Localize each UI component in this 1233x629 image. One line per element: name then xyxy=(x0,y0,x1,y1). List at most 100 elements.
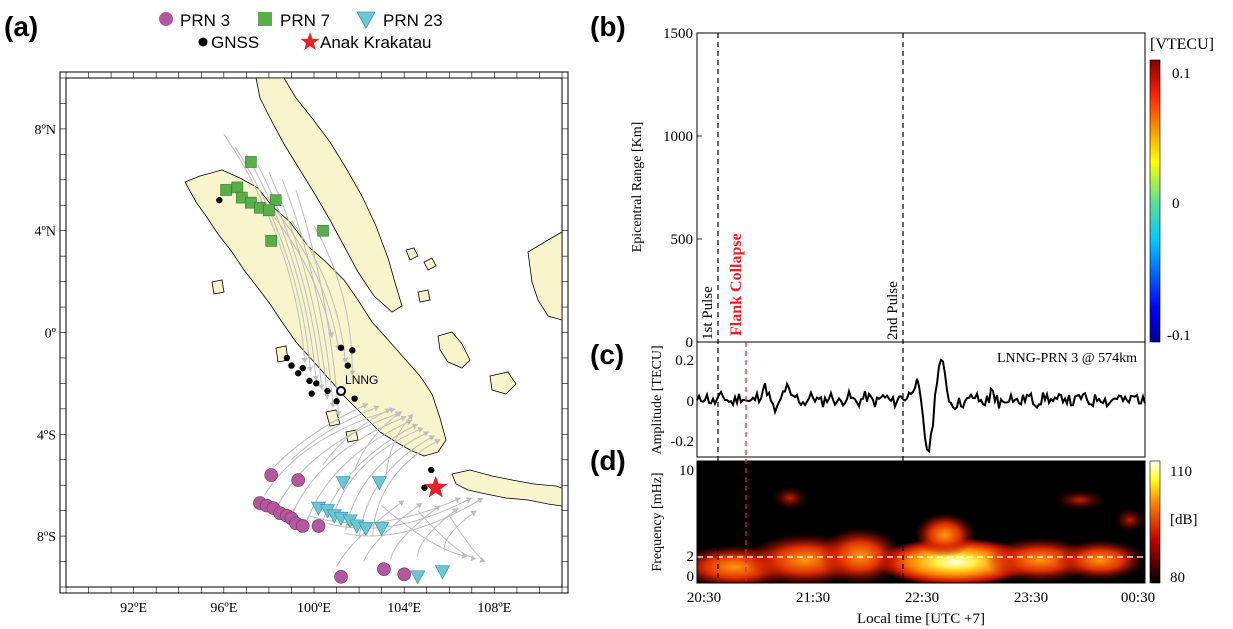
panel-d-x-tick: 22:30 xyxy=(905,590,939,606)
satellite-tracks xyxy=(223,133,486,567)
satellite-track xyxy=(291,220,347,364)
prn3-marker xyxy=(295,519,310,533)
track-arrow xyxy=(395,411,402,417)
prn3-marker xyxy=(377,562,391,576)
track-arrow xyxy=(428,435,435,441)
satellite-track xyxy=(257,164,323,390)
spectrogram-blob xyxy=(1054,490,1106,510)
panel-d-colorbar-tick: 110 xyxy=(1170,464,1192,480)
panel-label-d: (d) xyxy=(590,445,626,476)
track-arrow xyxy=(373,405,380,412)
panel-d-colorbar-frame xyxy=(1149,460,1161,584)
track-arrow xyxy=(470,510,477,517)
track-arrow xyxy=(411,423,418,430)
land-masses xyxy=(184,78,562,507)
gnss-stations xyxy=(216,196,435,491)
legend-label-prn23: PRN 23 xyxy=(383,11,443,30)
gnss-station xyxy=(295,370,302,377)
satellite-track xyxy=(381,505,468,557)
gnss-station xyxy=(333,398,340,405)
legend-label-prn7: PRN 7 xyxy=(280,11,330,30)
legend-label-volcano: Anak Krakatau xyxy=(320,33,432,52)
spectrogram-blob xyxy=(772,486,808,510)
satellite-track xyxy=(295,189,340,417)
track-arrow xyxy=(434,439,441,445)
satellite-track xyxy=(313,225,353,376)
panel-c-series-label: LNNG-PRN 3 @ 574km xyxy=(997,351,1137,366)
panel-b-y-tick: 500 xyxy=(671,232,694,248)
track-arrow xyxy=(465,497,472,504)
map-y-tick: 8ºN xyxy=(35,123,56,138)
prn3-markers xyxy=(253,468,411,584)
lnng-station-marker xyxy=(336,386,347,397)
prn7-marker xyxy=(231,181,244,194)
panel-d-x-tick: 23:30 xyxy=(1014,590,1048,606)
belitung-island xyxy=(489,371,517,395)
gnss-station xyxy=(299,364,306,372)
panel-c-ylabel: Amplitude [TECU] xyxy=(650,345,665,454)
panel-d: 10 2 0 Frequency [mHz] 20:30 21:30 22:30… xyxy=(650,460,1198,627)
legend-label-prn3: PRN 3 xyxy=(180,11,230,30)
panel-b-colorbar-tick: 0.1 xyxy=(1172,66,1191,82)
map-x-tick: 96ºE xyxy=(210,601,237,616)
spectrogram-blob xyxy=(915,513,975,557)
track-arrow xyxy=(470,554,477,561)
gnss-station xyxy=(313,380,320,387)
satellite-track xyxy=(290,416,407,516)
panel-d-x-tick: 20:30 xyxy=(687,590,721,606)
satellite-track xyxy=(234,146,312,372)
legend-marker-prn7 xyxy=(258,12,272,26)
prn7-markers xyxy=(220,156,329,247)
annotation-flank-collapse: Flank Collapse xyxy=(728,233,745,336)
gnss-station xyxy=(337,344,345,351)
sumatra-landmass xyxy=(184,169,447,457)
satellite-track xyxy=(309,497,461,524)
lnng-station-label: LNNG xyxy=(345,373,378,387)
legend-label-gnss: GNSS xyxy=(211,33,259,52)
satellite-track xyxy=(390,505,441,560)
gnss-station xyxy=(308,390,315,397)
panel-d-y-tick: 2 xyxy=(687,549,695,565)
spectrogram-blob xyxy=(1114,508,1145,532)
track-arrow xyxy=(461,552,468,559)
legend-marker-prn23 xyxy=(356,11,376,29)
simeulue-island xyxy=(211,279,225,295)
track-arrow xyxy=(417,427,424,433)
legend-marker-volcano xyxy=(300,32,320,51)
track-arrow xyxy=(400,415,407,422)
map-frame-ticks xyxy=(60,72,568,593)
panel-b-colorbar-tick: -0.1 xyxy=(1167,328,1191,344)
satellite-track xyxy=(291,405,380,461)
panel-b-colorbar-title: [VTECU] xyxy=(1150,36,1214,53)
map-x-tick: 104ºE xyxy=(387,601,421,616)
panel-b-y-tick: 0 xyxy=(686,335,694,351)
panel-d-x-tick: 00:30 xyxy=(1121,590,1155,606)
track-arrow xyxy=(477,497,484,504)
prn23-marker xyxy=(371,476,387,491)
gnss-station xyxy=(344,362,352,369)
track-arrow xyxy=(307,366,314,372)
track-arrow xyxy=(398,500,405,506)
prn3-marker xyxy=(334,570,348,584)
panel-d-frame xyxy=(696,460,1146,584)
panel-d-colorbar xyxy=(1150,461,1160,583)
riau-islands xyxy=(405,247,437,303)
gnss-station xyxy=(349,347,356,354)
java-landmass xyxy=(451,469,562,507)
map-x-tick: 108ºE xyxy=(477,601,511,616)
bangka-island xyxy=(437,331,471,369)
prn3-marker xyxy=(291,473,306,487)
prn7-marker xyxy=(220,184,232,196)
prn7-marker xyxy=(317,224,329,237)
panel-c-y-tick: 0 xyxy=(687,394,695,410)
track-arrow xyxy=(329,402,336,408)
map-y-tick: 8ºS xyxy=(37,530,56,545)
prn7-marker xyxy=(245,156,257,168)
track-arrow xyxy=(323,393,331,399)
map-legend: PRN 3 PRN 7 PRN 23 GNSS Anak Krakatau xyxy=(159,11,443,52)
prn7-marker xyxy=(263,204,275,217)
prn3-marker xyxy=(264,468,278,482)
gnss-station xyxy=(283,354,291,362)
satellite-track xyxy=(336,500,405,567)
